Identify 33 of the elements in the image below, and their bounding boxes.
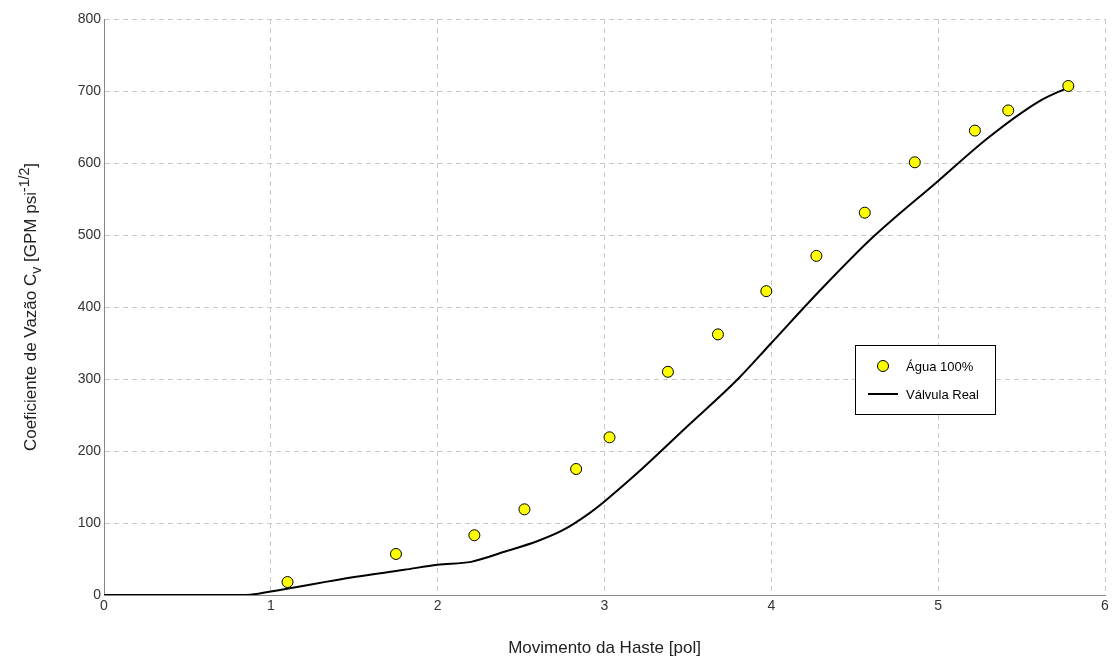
x-tick-label: 5 [934, 597, 943, 614]
point [1062, 79, 1075, 92]
point [968, 124, 981, 137]
y-tick-label: 700 [77, 81, 102, 98]
y-tick-label: 800 [77, 9, 102, 26]
point [518, 503, 531, 516]
point [760, 285, 773, 298]
y-tick-label: 600 [77, 153, 102, 170]
point [603, 431, 616, 444]
point [858, 206, 871, 219]
legend-label: Água 100% [906, 358, 974, 374]
y-tick-label: 0 [93, 585, 102, 602]
point [661, 365, 674, 378]
x-tick-label: 2 [433, 597, 442, 614]
point [570, 463, 583, 475]
point [908, 156, 921, 169]
x-tick-label: 3 [600, 597, 609, 614]
point [389, 547, 402, 560]
y-tick-label: 100 [77, 513, 102, 530]
y-tick-label: 500 [77, 225, 102, 242]
point [468, 529, 481, 542]
point [281, 576, 294, 589]
x-tick-label: 6 [1101, 597, 1110, 614]
y-tick-label: 400 [77, 297, 102, 314]
legend-label: Válvula Real [906, 386, 979, 402]
point [810, 249, 823, 262]
x-tick-label: 4 [767, 597, 776, 614]
x-tick-label: 1 [266, 597, 275, 614]
y-tick-label: 200 [77, 441, 102, 458]
point [711, 328, 724, 341]
y-tick-label: 300 [77, 369, 102, 386]
x-axis-title: Movimento da Haste [pol] [508, 638, 701, 658]
point [1002, 104, 1015, 117]
